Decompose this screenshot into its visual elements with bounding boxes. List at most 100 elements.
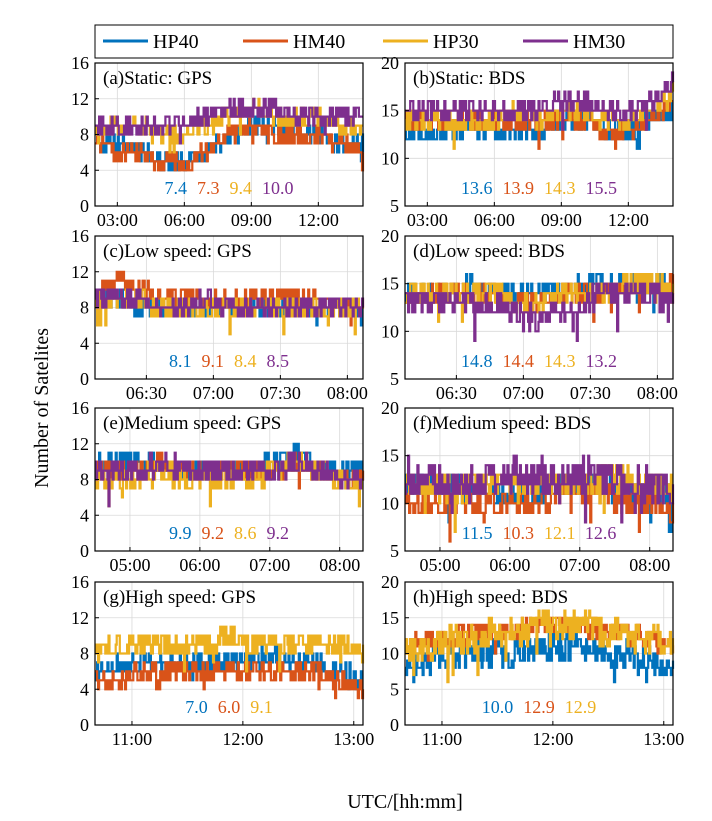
y-tick-label: 5 <box>390 541 399 561</box>
legend-label-hp40: HP40 <box>153 31 199 53</box>
panel-5: 0 4 8 12 16 05:00 06:00 07:00 08:00 (e)Medium spe… <box>71 398 365 575</box>
mean-label-hp30: 14.3 <box>544 351 576 371</box>
legend-label-hp30: HP30 <box>433 31 479 53</box>
series-line-hm40 <box>404 616 675 662</box>
y-tick-label: 12 <box>71 608 89 628</box>
x-axis-label: UTC/[hh:mm] <box>347 791 463 813</box>
x-tick-label: 06:00 <box>489 555 530 575</box>
series-line-hm40 <box>95 115 365 172</box>
y-tick-label: 15 <box>381 608 399 628</box>
mean-label-hm30: 10.0 <box>262 178 294 198</box>
legend-entry-hm30: HM30 <box>523 31 625 53</box>
x-tick-label: 06:00 <box>179 555 220 575</box>
y-tick-label: 0 <box>80 196 89 216</box>
mean-label-hm40: 9.2 <box>202 523 225 543</box>
mean-label-hm30: 13.2 <box>586 351 618 371</box>
x-tick-label: 07:00 <box>503 383 544 403</box>
y-tick-label: 15 <box>381 101 399 121</box>
y-tick-label: 10 <box>381 148 399 168</box>
mean-label-hm40: 12.9 <box>523 697 555 717</box>
mean-label-hp40: 11.5 <box>462 523 493 543</box>
legend-entry-hp40: HP40 <box>103 31 199 53</box>
panel-title: (a)Static: GPS <box>103 68 212 89</box>
mean-annotations: 13.6 13.9 14.3 15.5 <box>461 178 617 198</box>
panel-8: 0 5 10 15 20 11:00 12:00 13:00 (h)High speed: BD… <box>381 572 684 749</box>
mean-label-hm30: 8.5 <box>267 351 290 371</box>
mean-label-hp40: 7.0 <box>185 697 208 717</box>
x-tick-label: 09:00 <box>231 210 272 230</box>
mean-annotations: 7.0 6.0 9.1 <box>185 697 273 717</box>
mean-label-hp30: 12.1 <box>544 523 575 543</box>
mean-label-hm40: 14.4 <box>503 351 535 371</box>
panel-7: 0 4 8 12 16 11:00 12:00 13:00 (g)High speed: GPS… <box>71 572 374 749</box>
y-tick-label: 20 <box>381 53 399 73</box>
y-tick-label: 5 <box>390 679 399 699</box>
axes-frame <box>404 235 674 380</box>
series-group <box>404 454 675 543</box>
panel-title: (b)Static: BDS <box>413 68 525 89</box>
mean-label-hm40: 9.1 <box>202 351 225 371</box>
mean-label-hp40: 9.9 <box>169 523 192 543</box>
mean-label-hm40: 6.0 <box>218 697 241 717</box>
y-tick-label: 4 <box>80 333 89 353</box>
x-tick-label: 07:30 <box>260 383 301 403</box>
mean-label-hp30: 12.9 <box>565 697 597 717</box>
x-tick-label: 12:00 <box>222 729 263 749</box>
mean-label-hm40: 13.9 <box>503 178 535 198</box>
mean-label-hm30: 15.5 <box>586 178 618 198</box>
y-tick-label: 12 <box>71 89 89 109</box>
y-tick-label: 0 <box>80 541 89 561</box>
x-tick-label: 11:00 <box>112 729 152 749</box>
panel-title: (g)High speed: GPS <box>103 587 256 608</box>
x-tick-label: 09:00 <box>541 210 582 230</box>
mean-label-hp40: 8.1 <box>169 351 192 371</box>
x-tick-label: 06:00 <box>164 210 205 230</box>
y-tick-label: 12 <box>71 434 89 454</box>
x-tick-label: 08:00 <box>327 383 368 403</box>
panels: 0 4 8 12 16 03:00 06:00 09:00 12:00 (a)Static: GP… <box>71 53 684 749</box>
x-tick-label: 08:00 <box>629 555 670 575</box>
mean-annotations: 7.4 7.3 9.4 10.0 <box>165 178 294 198</box>
series-group <box>404 609 675 684</box>
panel-6: 5 10 15 20 05:00 06:00 07:00 08:00 (f)Medium spe… <box>381 398 675 575</box>
mean-label-hp40: 10.0 <box>482 697 514 717</box>
series-group <box>94 442 365 508</box>
mean-label-hp40: 7.4 <box>165 178 188 198</box>
series-group <box>404 71 675 150</box>
y-tick-label: 20 <box>381 226 399 246</box>
legend-label-hm30: HM30 <box>573 31 625 53</box>
series-line-hm30 <box>95 97 363 145</box>
y-tick-label: 16 <box>71 572 89 592</box>
axes-frame <box>404 62 674 207</box>
y-tick-label: 10 <box>381 644 399 664</box>
mean-label-hm40: 10.3 <box>503 523 535 543</box>
x-tick-label: 06:30 <box>436 383 477 403</box>
mean-annotations: 10.0 12.9 12.9 <box>482 697 597 717</box>
mean-annotations: 11.5 10.3 12.1 12.6 <box>462 523 617 543</box>
legend-label-hm40: HM40 <box>293 31 345 53</box>
y-tick-label: 20 <box>381 572 399 592</box>
y-tick-label: 4 <box>80 505 89 525</box>
x-tick-label: 11:00 <box>422 729 462 749</box>
mean-label-hm40: 7.3 <box>197 178 220 198</box>
y-tick-label: 8 <box>80 644 89 664</box>
y-tick-label: 0 <box>80 369 89 389</box>
y-tick-label: 10 <box>381 321 399 341</box>
mean-label-hm30: 12.6 <box>585 523 617 543</box>
x-tick-label: 07:00 <box>559 555 600 575</box>
panel-title: (e)Medium speed: GPS <box>103 413 281 434</box>
x-tick-label: 13:00 <box>333 729 374 749</box>
y-tick-label: 8 <box>80 298 89 318</box>
mean-label-hp30: 8.6 <box>234 523 257 543</box>
y-tick-label: 12 <box>71 262 89 282</box>
panel-title: (f)Medium speed: BDS <box>413 413 591 434</box>
x-tick-label: 08:00 <box>637 383 678 403</box>
series-line-hp30 <box>404 609 675 684</box>
panel-title: (d)Low speed: BDS <box>413 241 565 262</box>
series-line-hm30 <box>405 282 675 342</box>
panel-4: 5 10 15 20 06:30 07:00 07:30 08:00 (d)Low speed:… <box>381 226 678 403</box>
x-tick-label: 06:30 <box>126 383 167 403</box>
y-tick-label: 15 <box>381 274 399 294</box>
mean-label-hp30: 9.1 <box>250 697 273 717</box>
series-line-hm30 <box>404 454 675 524</box>
